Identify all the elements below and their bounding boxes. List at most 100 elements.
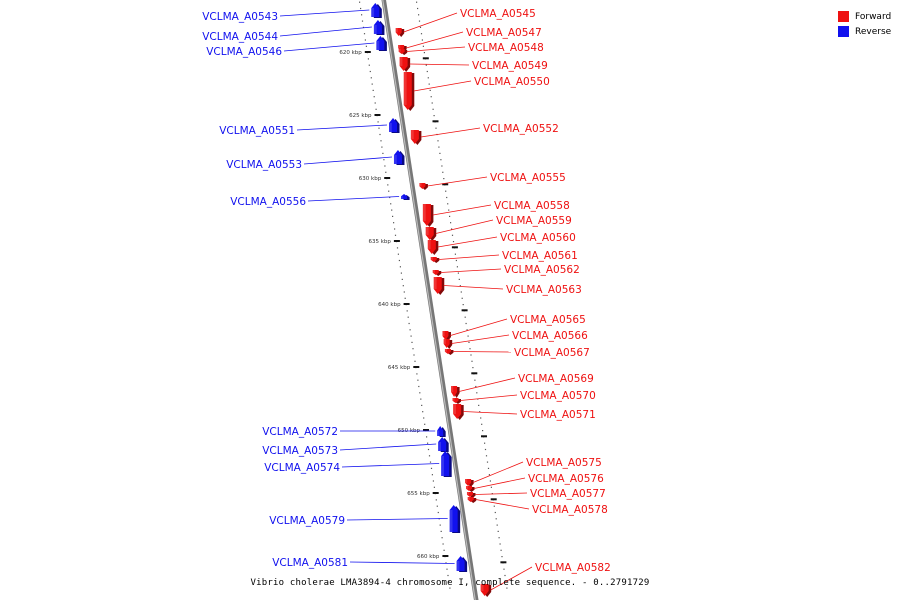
gene-arrow-vclma_a0563 — [433, 277, 445, 295]
gene-label[interactable]: VCLMA_A0573 — [262, 445, 338, 457]
minor-tick — [402, 285, 404, 287]
minor-tick — [390, 203, 392, 205]
minor-tick — [487, 467, 490, 469]
gene-label[interactable]: VCLMA_A0577 — [530, 488, 606, 500]
major-tick — [393, 240, 400, 242]
label-leader-line — [435, 219, 494, 234]
minor-tick — [394, 228, 396, 230]
gene-label[interactable]: VCLMA_A0558 — [494, 200, 570, 212]
gene-label[interactable]: VCLMA_A0547 — [466, 27, 542, 39]
minor-tick — [370, 77, 372, 79]
gene-label[interactable]: VCLMA_A0569 — [518, 373, 594, 385]
gene-label[interactable]: VCLMA_A0551 — [219, 125, 295, 137]
gene-label[interactable]: VCLMA_A0570 — [520, 390, 596, 402]
gene-label[interactable]: VCLMA_A0556 — [230, 196, 306, 208]
minor-tick — [456, 266, 458, 268]
tick-label: 640 kbp — [378, 302, 401, 308]
minor-tick — [496, 524, 498, 526]
gene-arrow-vclma_a0556 — [401, 194, 410, 200]
gene-label[interactable]: VCLMA_A0550 — [474, 76, 550, 88]
minor-tick — [367, 58, 369, 60]
gene-label[interactable]: VCLMA_A0567 — [514, 347, 590, 359]
minor-tick — [470, 354, 472, 356]
minor-tick — [431, 474, 433, 476]
gene-highlight — [401, 196, 404, 200]
minor-tick — [433, 115, 435, 117]
minor-tick — [476, 392, 478, 394]
minor-tick — [443, 549, 445, 551]
minor-tick — [418, 20, 421, 22]
gene-label[interactable]: VCLMA_A0572 — [262, 426, 338, 438]
gene-label[interactable]: VCLMA_A0582 — [535, 562, 611, 574]
gene-label[interactable]: VCLMA_A0566 — [512, 330, 588, 342]
minor-tick — [391, 209, 393, 211]
gene-label[interactable]: VCLMA_A0544 — [202, 31, 278, 43]
gene-arrow-vclma_a0553 — [393, 150, 405, 165]
gene-label[interactable]: VCLMA_A0579 — [269, 515, 345, 527]
tick-label: 625 kbp — [349, 113, 372, 119]
gene-arrow-vclma_a0571 — [453, 404, 464, 420]
label-leader-line — [409, 63, 470, 66]
gene-label[interactable]: VCLMA_A0561 — [502, 250, 578, 262]
gene-label[interactable]: VCLMA_A0546 — [206, 46, 282, 58]
gene-highlight — [422, 204, 426, 221]
label-leader-line — [460, 394, 518, 401]
tick-label: 655 kbp — [407, 491, 430, 497]
minor-tick — [425, 64, 427, 66]
label-leader-line — [339, 443, 437, 451]
major-tick — [423, 429, 429, 431]
minor-tick — [441, 165, 443, 167]
gene-label[interactable]: VCLMA_A0565 — [510, 314, 586, 326]
gene-arrow-vclma_a0559 — [425, 227, 437, 241]
gene-arrow-vclma_a0576 — [466, 486, 475, 492]
minor-tick — [427, 77, 429, 79]
gene-highlight — [394, 155, 397, 164]
minor-tick — [460, 291, 462, 293]
gene-label[interactable]: VCLMA_A0563 — [506, 284, 582, 296]
minor-tick — [385, 171, 387, 173]
gene-label[interactable]: VCLMA_A0574 — [264, 462, 340, 474]
minor-tick — [392, 215, 394, 217]
gene-arrow-vclma_a0552 — [410, 130, 422, 145]
gene-label[interactable]: VCLMA_A0548 — [468, 42, 544, 54]
gene-label[interactable]: VCLMA_A0559 — [496, 215, 572, 227]
minor-tick — [397, 253, 399, 255]
label-leader-line — [341, 463, 440, 468]
gene-label[interactable]: VCLMA_A0549 — [472, 60, 548, 72]
minor-tick — [474, 379, 476, 381]
minor-tick — [363, 33, 366, 35]
minor-tick — [480, 417, 482, 419]
gene-label[interactable]: VCLMA_A0571 — [520, 409, 596, 421]
minor-tick — [371, 83, 373, 85]
minor-tick — [365, 45, 367, 47]
gene-label[interactable]: VCLMA_A0578 — [532, 504, 608, 516]
major-tick — [422, 57, 429, 60]
minor-tick — [406, 310, 408, 312]
gene-arrow-vclma_a0550 — [403, 72, 415, 111]
minor-tick — [482, 430, 484, 432]
gene-label[interactable]: VCLMA_A0575 — [526, 457, 602, 469]
minor-tick — [369, 70, 371, 73]
gene-label[interactable]: VCLMA_A0581 — [272, 557, 348, 569]
gene-highlight — [465, 479, 468, 483]
minor-tick — [472, 367, 474, 369]
minor-tick — [418, 14, 420, 16]
gene-label[interactable]: VCLMA_A0553 — [226, 159, 302, 171]
major-tick — [471, 372, 478, 375]
gene-label[interactable]: VCLMA_A0543 — [202, 11, 278, 23]
gene-label[interactable]: VCLMA_A0560 — [500, 232, 576, 244]
gene-label[interactable]: VCLMA_A0576 — [528, 473, 604, 485]
label-leader-line — [463, 411, 518, 415]
minor-tick — [383, 159, 385, 161]
minor-tick — [361, 20, 364, 22]
gene-label[interactable]: VCLMA_A0562 — [504, 264, 580, 276]
gene-highlight — [437, 430, 440, 436]
tick-label: 635 kbp — [368, 239, 391, 245]
gene-label[interactable]: VCLMA_A0552 — [483, 123, 559, 135]
minor-tick — [396, 247, 399, 249]
gene-label[interactable]: VCLMA_A0555 — [490, 172, 566, 184]
major-tick — [500, 561, 507, 564]
minor-tick — [450, 222, 452, 224]
gene-highlight — [433, 277, 437, 289]
gene-label[interactable]: VCLMA_A0545 — [460, 8, 536, 20]
